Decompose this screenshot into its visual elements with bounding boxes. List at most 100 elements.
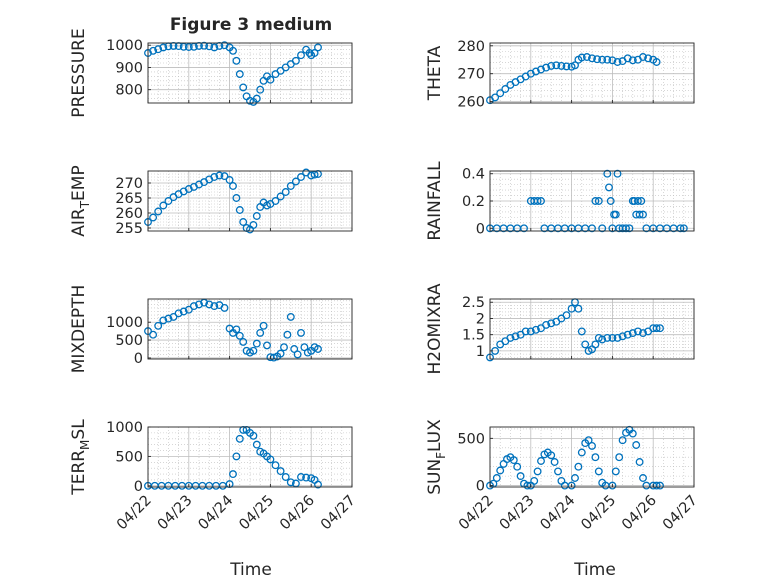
data-point [184,43,193,51]
data-point [516,472,525,481]
y-tick-label: 900 [115,60,143,76]
chart-panel-theta: 260 270 280 THETA [425,39,695,111]
y-axis-label: SUNFLUX [425,419,448,495]
data-point [491,93,500,102]
y-tick-label: 0 [476,221,485,237]
data-point [652,324,661,333]
data-point [229,470,237,479]
data-point [571,61,579,70]
data-point [613,169,622,178]
x-tick-label: 04/23 [497,493,538,534]
y-axis-label: RAINFALL [425,161,445,241]
data-point [567,481,576,490]
data-point [314,345,322,353]
data-point [281,188,290,196]
data-point [189,302,198,311]
data-point [644,54,653,63]
axes-box [147,42,353,104]
data-point [633,327,642,336]
y-axis-label: H2OMIXRA [425,283,445,374]
data-point [639,329,647,338]
data-point [611,467,620,476]
data-point [533,197,542,205]
data-point [550,458,559,466]
data-point [542,320,551,329]
data-point [310,49,319,57]
data-point [608,481,617,490]
data-point [229,182,237,190]
data-point [635,210,644,219]
y-tick-label: 270 [457,67,485,83]
data-point [531,67,540,76]
data-point [598,224,607,233]
data-point [220,172,229,181]
y-tick-label: 0.2 [462,194,485,210]
data-point [256,85,265,94]
y-axis-label: AIRTEMP [69,165,92,236]
y-axis-label: MIXDEPTH [69,285,89,374]
data-point [225,176,234,184]
data-point [571,474,579,482]
data-point [305,49,314,57]
x-tick-label: 04/24 [538,493,579,534]
chart-panel-sun-flux: 0 500 04/22 04/23 04/24 04/25 04/26 04/27 SUNFLU… [425,419,701,534]
y-tick-label: 280 [457,39,485,55]
data-point [286,312,295,321]
chart-panel-terr-msl: 0 500 1000 04/22 04/23 04/24 04/25 04/26 04/27 TE… [69,419,359,534]
data-point [232,452,241,461]
data-point [249,346,258,355]
data-point [249,221,258,229]
data-point [252,94,261,103]
data-point [314,480,322,489]
data-point [215,171,224,180]
data-point [235,434,244,443]
data-point [149,330,158,339]
data-point [547,451,556,460]
data-point [290,345,299,353]
x-tick-label: 04/23 [155,493,196,534]
data-point [205,300,214,309]
data-point [574,462,583,471]
axes-box [489,426,695,488]
data-point [591,453,600,462]
y-tick-label: 2.5 [462,295,485,311]
data-point [300,343,309,352]
data-point [628,329,637,338]
data-point [588,441,596,450]
data-point [513,462,522,471]
y-tick-label: 500 [115,449,143,465]
data-point [159,201,168,210]
data-point [603,55,612,64]
data-point [184,185,193,193]
data-point [628,429,637,438]
data-point [531,325,540,334]
data-point [293,350,302,359]
y-axis-label: PRESSURE [69,28,89,117]
data-point [637,197,646,205]
data-point [314,43,322,52]
data-point [259,321,268,330]
axes-box [147,298,353,360]
chart-panel-mixdepth: 0 500 1000 MIXDEPTH [69,285,353,374]
data-point [530,476,539,485]
data-point [154,45,163,54]
data-point [246,96,254,105]
x-axis-label-left: Time [229,560,272,580]
data-point [542,63,551,72]
chart-panel-rainfall: 0 0.2 0.4 RAINFALL [425,161,695,241]
data-point [635,458,644,466]
data-point [679,224,688,233]
data-point [591,340,600,349]
data-point [584,436,593,445]
axes-box [147,426,353,488]
data-point [611,210,620,219]
y-tick-label: 0.4 [462,167,485,183]
y-axis-label: TERRMSL [69,419,92,496]
data-point [625,224,634,233]
y-tick-label: 0 [476,479,485,495]
data-point [174,309,183,318]
data-point [656,481,664,490]
data-point [232,56,241,65]
data-point [676,224,685,233]
data-point [577,327,586,336]
